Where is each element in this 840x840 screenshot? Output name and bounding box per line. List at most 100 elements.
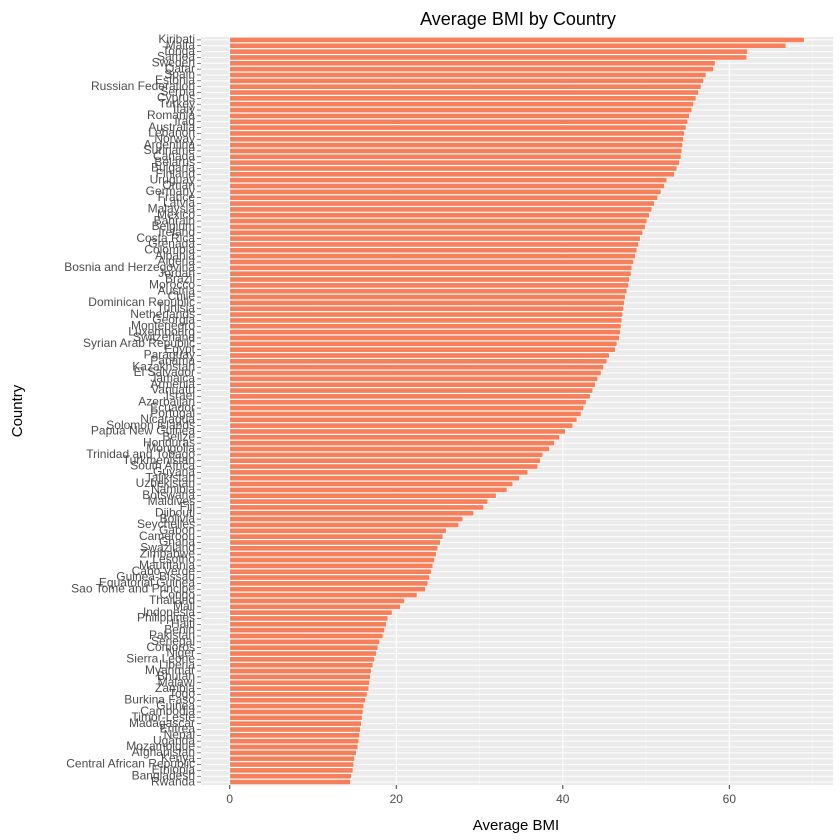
bar: [229, 153, 682, 160]
y-tick-label: Bulgaria: [151, 161, 195, 175]
bar: [229, 399, 587, 406]
y-tick-label: Samoa: [157, 50, 195, 64]
y-tick-label: Senegal: [151, 634, 195, 648]
y-tick-label: Morocco: [149, 278, 195, 292]
y-tick-label: Mauritania: [139, 558, 195, 572]
bar: [229, 299, 625, 306]
x-tick-label: 20: [390, 792, 404, 806]
bar: [229, 533, 444, 540]
bar: [229, 247, 638, 254]
y-tick-label: Vanuatu: [151, 383, 195, 397]
y-tick-label: Italy: [173, 102, 195, 116]
y-tick-label: Uruguay: [150, 172, 195, 186]
bar: [229, 112, 690, 119]
bar: [229, 726, 361, 733]
y-tick-label: Solomon Islands: [106, 418, 195, 432]
bar: [229, 527, 447, 534]
y-tick-label: Netherlands: [130, 307, 195, 321]
y-tick-label: Bangladesh: [132, 768, 195, 782]
y-tick-label: Iraq: [174, 114, 195, 128]
y-tick-label: Afghanistan: [132, 745, 195, 759]
bar: [229, 89, 699, 96]
bar: [229, 422, 574, 429]
y-tick-label: Montenegro: [131, 318, 195, 332]
y-tick-label: Lebanon: [148, 126, 195, 140]
y-tick-label: Honduras: [143, 435, 195, 449]
y-tick-label: Cabo Verde: [132, 564, 196, 578]
bar: [229, 42, 787, 49]
bar: [229, 463, 539, 470]
bar: [229, 510, 475, 517]
y-tick-label: France: [158, 190, 196, 204]
bar: [229, 457, 541, 464]
bar: [229, 352, 610, 359]
x-tick-label: 40: [556, 792, 570, 806]
y-tick-label: Comoros: [146, 640, 195, 654]
bar: [229, 177, 668, 184]
bar: [229, 223, 646, 230]
bar: [229, 358, 608, 365]
bar: [229, 259, 634, 265]
y-tick-label: Jordan: [158, 266, 195, 280]
bar: [229, 446, 550, 452]
y-tick-label: Dominican Republic: [88, 295, 195, 309]
y-tick-label: Argentina: [144, 137, 196, 151]
y-tick-label: Gabon: [159, 523, 195, 537]
y-tick-label: Ethiopia: [152, 763, 196, 777]
bar: [229, 522, 460, 528]
bar: [229, 311, 624, 318]
y-tick-label: Belgium: [152, 219, 195, 233]
bar: [229, 218, 648, 225]
bar: [229, 691, 368, 698]
bar: [229, 492, 497, 499]
y-tick-label: Bosnia and Herzegovina: [64, 260, 195, 274]
y-axis-title: Country: [9, 384, 26, 437]
bar: [229, 580, 429, 587]
y-tick-label: Belarus: [154, 155, 195, 169]
y-tick-label: Qatar: [165, 61, 195, 75]
bar: [229, 276, 630, 283]
y-tick-label: Cyprus: [157, 91, 195, 105]
bar: [229, 744, 359, 750]
bar: [229, 124, 687, 131]
bar: [229, 574, 430, 581]
bar: [229, 370, 602, 376]
y-tick-label: Timor-Leste: [131, 710, 195, 724]
bar: [229, 159, 680, 166]
bar: [229, 253, 636, 260]
y-tick-label: Grenada: [148, 237, 195, 251]
bar: [229, 586, 426, 593]
bar: [229, 416, 578, 423]
bar: [229, 597, 405, 604]
bar: [229, 434, 560, 441]
bar: [229, 165, 678, 172]
bar: [229, 294, 626, 300]
y-tick-label: El Salvador: [134, 365, 195, 379]
y-tick-label: Guyana: [153, 465, 195, 479]
y-tick-label: Costa Rica: [136, 231, 195, 245]
y-tick-label: Thailand: [149, 593, 195, 607]
y-tick-label: Sierra Leone: [126, 652, 195, 666]
y-tick-label: Ecuador: [150, 400, 195, 414]
y-tick-label: Tunisia: [157, 301, 196, 315]
y-tick-label: Fiji: [180, 500, 195, 514]
y-tick-label: Suriname: [144, 143, 196, 157]
y-tick-label: Serbia: [160, 85, 195, 99]
bar: [229, 136, 684, 143]
y-tick-label: Guinea: [156, 698, 195, 712]
y-tick-label: Sweden: [152, 55, 195, 69]
y-tick-label: Zimbabwe: [140, 546, 196, 560]
bar: [229, 720, 362, 727]
bar: [229, 545, 439, 552]
bar: [229, 241, 639, 248]
y-tick-label: Ghana: [159, 535, 195, 549]
bar: [229, 148, 683, 154]
bar: [229, 656, 375, 663]
bar: [229, 779, 351, 786]
bar: [229, 650, 377, 657]
bar: [229, 66, 714, 73]
y-tick-label: Portugal: [150, 406, 195, 420]
bar: [229, 685, 370, 692]
y-tick-label: Australia: [148, 120, 195, 134]
x-tick-label: 60: [723, 792, 737, 806]
